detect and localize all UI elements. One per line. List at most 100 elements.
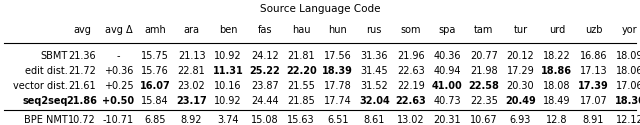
Text: 21.72: 21.72	[68, 66, 96, 76]
Text: 15.08: 15.08	[251, 115, 278, 125]
Text: 15.84: 15.84	[141, 96, 169, 106]
Text: ben: ben	[219, 25, 237, 35]
Text: 23.02: 23.02	[178, 81, 205, 91]
Text: -: -	[116, 51, 120, 61]
Text: 10.67: 10.67	[470, 115, 498, 125]
Text: 22.81: 22.81	[178, 66, 205, 76]
Text: ara: ara	[184, 25, 200, 35]
Text: 21.85: 21.85	[287, 96, 315, 106]
Text: +0.36: +0.36	[104, 66, 133, 76]
Text: 18.30: 18.30	[614, 96, 640, 106]
Text: 40.36: 40.36	[433, 51, 461, 61]
Text: 21.36: 21.36	[68, 51, 96, 61]
Text: 20.77: 20.77	[470, 51, 498, 61]
Text: -10.71: -10.71	[103, 115, 134, 125]
Text: 13.02: 13.02	[397, 115, 424, 125]
Text: 25.22: 25.22	[250, 66, 280, 76]
Text: tam: tam	[474, 25, 493, 35]
Text: 21.13: 21.13	[178, 51, 205, 61]
Text: Source Language Code: Source Language Code	[260, 4, 380, 14]
Text: 18.08: 18.08	[543, 81, 571, 91]
Text: 31.45: 31.45	[360, 66, 388, 76]
Text: 15.75: 15.75	[141, 51, 169, 61]
Text: 17.06: 17.06	[616, 81, 640, 91]
Text: 31.36: 31.36	[360, 51, 388, 61]
Text: uzb: uzb	[585, 25, 602, 35]
Text: 22.35: 22.35	[470, 96, 498, 106]
Text: 12.8: 12.8	[546, 115, 568, 125]
Text: urd: urd	[549, 25, 565, 35]
Text: 18.09: 18.09	[616, 51, 640, 61]
Text: 10.16: 10.16	[214, 81, 242, 91]
Text: hau: hau	[292, 25, 310, 35]
Text: 17.56: 17.56	[324, 51, 351, 61]
Text: 21.86: 21.86	[67, 96, 97, 106]
Text: 21.55: 21.55	[287, 81, 315, 91]
Text: 22.63: 22.63	[396, 96, 426, 106]
Text: rus: rus	[367, 25, 382, 35]
Text: 21.96: 21.96	[397, 51, 424, 61]
Text: 20.31: 20.31	[433, 115, 461, 125]
Text: 16.86: 16.86	[580, 51, 607, 61]
Text: yor: yor	[622, 25, 638, 35]
Text: 15.63: 15.63	[287, 115, 315, 125]
Text: 21.81: 21.81	[287, 51, 315, 61]
Text: 10.92: 10.92	[214, 51, 242, 61]
Text: 17.07: 17.07	[580, 96, 607, 106]
Text: fas: fas	[257, 25, 272, 35]
Text: 22.20: 22.20	[286, 66, 317, 76]
Text: 20.30: 20.30	[507, 81, 534, 91]
Text: 32.04: 32.04	[359, 96, 390, 106]
Text: 20.49: 20.49	[505, 96, 536, 106]
Text: spa: spa	[438, 25, 456, 35]
Text: avg Δ: avg Δ	[105, 25, 132, 35]
Text: 6.85: 6.85	[144, 115, 166, 125]
Text: 31.52: 31.52	[360, 81, 388, 91]
Text: 41.00: 41.00	[432, 81, 463, 91]
Text: 17.13: 17.13	[580, 66, 607, 76]
Text: 8.61: 8.61	[364, 115, 385, 125]
Text: 22.58: 22.58	[468, 81, 499, 91]
Text: +0.50: +0.50	[102, 96, 134, 106]
Text: 22.19: 22.19	[397, 81, 425, 91]
Text: 40.73: 40.73	[433, 96, 461, 106]
Text: 24.44: 24.44	[251, 96, 278, 106]
Text: 18.22: 18.22	[543, 51, 571, 61]
Text: 18.49: 18.49	[543, 96, 571, 106]
Text: 15.76: 15.76	[141, 66, 169, 76]
Text: 6.51: 6.51	[327, 115, 349, 125]
Text: seq2seq: seq2seq	[22, 96, 68, 106]
Text: som: som	[401, 25, 421, 35]
Text: 18.39: 18.39	[323, 66, 353, 76]
Text: 17.74: 17.74	[324, 96, 351, 106]
Text: SBMT: SBMT	[41, 51, 68, 61]
Text: 8.92: 8.92	[181, 115, 202, 125]
Text: edit dist.: edit dist.	[25, 66, 68, 76]
Text: 8.91: 8.91	[583, 115, 604, 125]
Text: tur: tur	[513, 25, 527, 35]
Text: 16.07: 16.07	[140, 81, 170, 91]
Text: BPE NMT: BPE NMT	[24, 115, 68, 125]
Text: 17.29: 17.29	[506, 66, 534, 76]
Text: vector dist.: vector dist.	[13, 81, 68, 91]
Text: 10.72: 10.72	[68, 115, 96, 125]
Text: 10.92: 10.92	[214, 96, 242, 106]
Text: 22.63: 22.63	[397, 66, 425, 76]
Text: 6.93: 6.93	[509, 115, 531, 125]
Text: 17.78: 17.78	[324, 81, 351, 91]
Text: +0.25: +0.25	[104, 81, 133, 91]
Text: 21.61: 21.61	[68, 81, 96, 91]
Text: 24.12: 24.12	[251, 51, 278, 61]
Text: 17.39: 17.39	[578, 81, 609, 91]
Text: 23.87: 23.87	[251, 81, 278, 91]
Text: 18.06: 18.06	[616, 66, 640, 76]
Text: avg: avg	[73, 25, 91, 35]
Text: 11.31: 11.31	[212, 66, 243, 76]
Text: 23.17: 23.17	[176, 96, 207, 106]
Text: 18.86: 18.86	[541, 66, 572, 76]
Text: 12.12: 12.12	[616, 115, 640, 125]
Text: hun: hun	[328, 25, 347, 35]
Text: 20.12: 20.12	[506, 51, 534, 61]
Text: 3.74: 3.74	[218, 115, 239, 125]
Text: 21.98: 21.98	[470, 66, 498, 76]
